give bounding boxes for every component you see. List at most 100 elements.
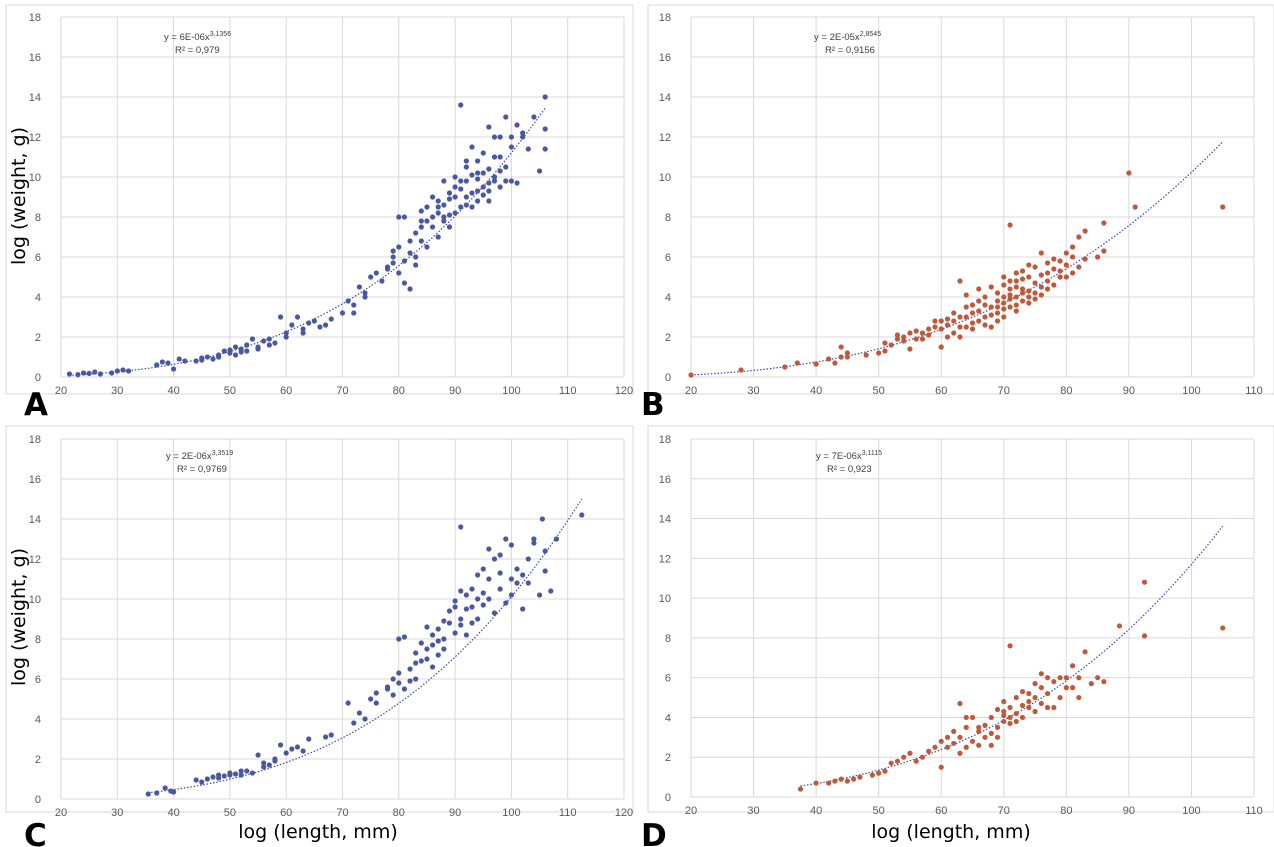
data-point xyxy=(525,580,531,586)
data-point xyxy=(969,310,976,316)
data-point xyxy=(480,184,486,190)
y-tick-label: 12 xyxy=(29,132,41,144)
data-point xyxy=(988,284,994,290)
data-point xyxy=(882,340,888,346)
data-point xyxy=(289,322,295,328)
data-point xyxy=(497,184,503,190)
x-tick-label: 110 xyxy=(1245,385,1263,397)
y-tick-label: 6 xyxy=(665,673,671,685)
data-point xyxy=(429,664,436,670)
data-point xyxy=(1013,718,1019,725)
data-point xyxy=(508,542,514,548)
data-point xyxy=(1044,704,1051,711)
data-point xyxy=(826,356,832,362)
data-point xyxy=(1116,623,1123,629)
data-point xyxy=(486,546,492,552)
data-point xyxy=(441,646,447,652)
data-point xyxy=(1051,282,1057,288)
x-tick-label: 110 xyxy=(559,385,577,397)
y-tick-label: 18 xyxy=(29,434,41,446)
data-point xyxy=(458,186,464,192)
data-point xyxy=(932,744,938,750)
data-point xyxy=(1082,649,1088,655)
data-point xyxy=(452,194,458,200)
data-point xyxy=(171,366,177,372)
data-point xyxy=(491,610,498,616)
data-point xyxy=(475,176,481,182)
data-point xyxy=(413,660,419,666)
data-point xyxy=(932,318,938,324)
y-tick-label: 0 xyxy=(665,372,671,384)
data-point xyxy=(109,370,115,376)
panel-a-chart: 0 2 4 6 8 10 12 14 16 18 20 30 40 50 60 70 80 90 100 110 120… xyxy=(5,4,634,397)
data-point xyxy=(1051,679,1057,685)
data-point xyxy=(1019,298,1026,304)
data-point xyxy=(994,310,1001,316)
data-point xyxy=(480,566,486,572)
data-point xyxy=(1019,688,1026,695)
data-point xyxy=(508,178,514,184)
data-point xyxy=(976,308,982,314)
data-point xyxy=(351,720,357,726)
data-point xyxy=(1069,254,1076,260)
data-point xyxy=(266,336,272,342)
data-point xyxy=(362,294,368,300)
data-point xyxy=(982,294,988,300)
x-axis-label-right: log (length, mm) xyxy=(871,821,1031,843)
data-point xyxy=(994,304,1001,310)
data-point xyxy=(1082,228,1088,234)
x-tick-label: 100 xyxy=(502,807,520,819)
data-point xyxy=(1076,675,1082,681)
data-point xyxy=(480,590,486,596)
data-point xyxy=(1007,704,1013,711)
x-tick-label: 70 xyxy=(998,385,1010,397)
data-point xyxy=(957,278,963,284)
data-point xyxy=(480,602,486,608)
data-point xyxy=(497,570,503,576)
x-tick-label: 80 xyxy=(1060,805,1072,817)
data-point xyxy=(838,344,844,350)
data-point xyxy=(963,714,969,721)
data-point xyxy=(261,760,267,766)
data-point xyxy=(944,322,951,328)
data-point xyxy=(92,369,98,375)
data-point xyxy=(80,370,87,376)
data-point xyxy=(475,616,481,622)
data-point xyxy=(486,576,492,582)
x-tick-label: 50 xyxy=(873,805,885,817)
data-point xyxy=(1007,278,1013,284)
data-point xyxy=(452,174,458,180)
data-point xyxy=(1032,694,1038,701)
data-point xyxy=(441,218,447,224)
data-point xyxy=(458,616,464,622)
data-point xyxy=(283,334,289,340)
y-tick-label: 16 xyxy=(659,474,671,486)
data-point xyxy=(1063,675,1069,681)
x-tick-label: 90 xyxy=(1123,805,1135,817)
data-point xyxy=(938,318,944,324)
data-point xyxy=(277,314,284,320)
data-point xyxy=(66,371,73,377)
y-tick-label: 2 xyxy=(35,754,41,766)
data-point xyxy=(944,334,951,340)
data-point xyxy=(863,352,869,358)
y-tick-label: 18 xyxy=(659,434,671,446)
data-point xyxy=(418,658,424,664)
data-point xyxy=(553,536,560,542)
data-point xyxy=(497,154,503,160)
data-point xyxy=(1044,690,1051,697)
data-point xyxy=(1026,690,1032,697)
data-point xyxy=(486,124,492,130)
data-point xyxy=(446,224,453,230)
data-point xyxy=(283,330,289,336)
data-point xyxy=(542,94,548,100)
data-point xyxy=(1057,258,1063,264)
panel-label-c: C xyxy=(24,818,47,847)
data-point xyxy=(159,359,165,365)
r-squared-label: R² = 0,979 xyxy=(175,45,220,56)
data-point xyxy=(988,324,994,330)
x-tick-label: 60 xyxy=(935,385,947,397)
data-point xyxy=(396,214,402,220)
